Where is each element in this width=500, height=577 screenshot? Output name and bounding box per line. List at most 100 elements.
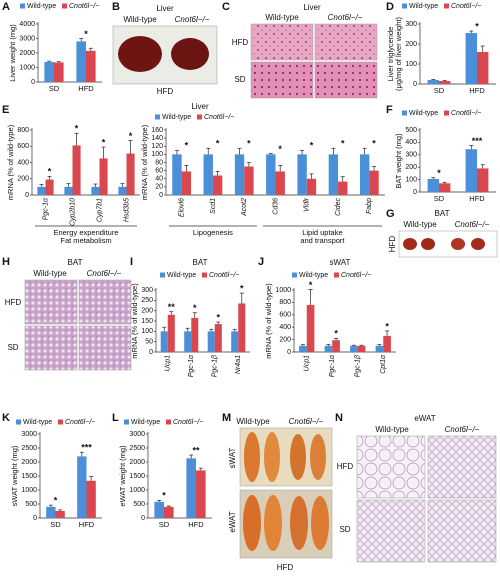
y-tick-label: 2500 bbox=[129, 445, 145, 452]
bar bbox=[99, 158, 108, 195]
legend-swatch bbox=[402, 110, 407, 116]
y-tick-label: 100 bbox=[141, 328, 153, 335]
panel-title: BAT bbox=[68, 258, 83, 267]
column-label: Cnot6l−/− bbox=[87, 269, 122, 278]
bar bbox=[164, 506, 174, 518]
tissue bbox=[171, 38, 209, 70]
legend-label: Wild-type bbox=[131, 419, 160, 426]
y-tick-label: 1000 bbox=[129, 487, 145, 494]
image bbox=[314, 61, 378, 99]
x-tick-label: Elovl6 bbox=[178, 198, 185, 217]
y-tick-label: 60 bbox=[155, 167, 163, 174]
row-label: HFD bbox=[232, 38, 249, 47]
bar bbox=[212, 175, 223, 195]
significance: * bbox=[240, 283, 244, 293]
group-label: Lipogenesis bbox=[193, 228, 233, 237]
y-tick-label: 200 bbox=[279, 336, 291, 343]
y-axis-label: mRNA (% of wild-type) bbox=[130, 283, 139, 359]
bar bbox=[427, 178, 439, 192]
y-tick-label: 20 bbox=[155, 184, 163, 191]
significance: * bbox=[217, 312, 221, 322]
bar bbox=[297, 154, 307, 195]
legend-swatch bbox=[444, 3, 449, 9]
image bbox=[24, 325, 78, 371]
x-tick-label: Fabp bbox=[366, 198, 373, 214]
x-tick-label: SD bbox=[434, 194, 445, 203]
row-label: SD bbox=[234, 75, 245, 84]
tissue bbox=[471, 238, 485, 250]
legend-label: Cnot6l−/− bbox=[204, 114, 234, 121]
y-tick-label: 3000 bbox=[19, 35, 35, 42]
chart-title: Liver bbox=[191, 102, 209, 111]
chart-title: BAT bbox=[193, 258, 208, 267]
panel-letter: M bbox=[222, 412, 231, 424]
bar bbox=[369, 170, 379, 195]
legend-label: Wild-type bbox=[299, 272, 328, 279]
legend-swatch bbox=[58, 419, 63, 425]
panel-letter: K bbox=[2, 412, 10, 424]
significance: * bbox=[75, 124, 79, 134]
tissue bbox=[243, 495, 261, 551]
bar bbox=[86, 480, 96, 518]
x-tick-label: SD bbox=[50, 520, 61, 529]
y-tick-label: 100 bbox=[405, 176, 417, 183]
y-tick-label: 1000 bbox=[21, 487, 37, 494]
x-tick-label: Hsd3b5 bbox=[123, 198, 130, 222]
bar bbox=[45, 179, 54, 195]
legend-label: Cnot6l−/− bbox=[65, 419, 95, 426]
legend-swatch bbox=[197, 114, 202, 120]
panel-letter: I bbox=[130, 256, 133, 268]
bar bbox=[359, 154, 370, 195]
legend-label: Cnot6l−/− bbox=[173, 419, 203, 426]
tissue bbox=[310, 434, 326, 480]
y-tick-label: 160 bbox=[151, 127, 163, 134]
tissue bbox=[264, 495, 282, 551]
bar bbox=[231, 331, 239, 352]
significance: * bbox=[437, 168, 441, 178]
image bbox=[427, 499, 497, 563]
bar bbox=[207, 331, 215, 352]
y-tick-label: 150 bbox=[141, 318, 153, 325]
y-tick-label: 500 bbox=[25, 501, 37, 508]
y-tick-label: 2000 bbox=[129, 459, 145, 466]
significance: * bbox=[278, 144, 282, 154]
column-label: Wild-type bbox=[265, 13, 299, 22]
legend-label: Cnot6l−/− bbox=[69, 3, 99, 10]
x-tick-label: Pgc-1α bbox=[42, 197, 49, 220]
image bbox=[250, 23, 314, 61]
x-tick-label: HFD bbox=[78, 84, 94, 93]
bar bbox=[77, 456, 87, 518]
y-tick-label: 1500 bbox=[129, 473, 145, 480]
panel-title: Liver bbox=[303, 3, 321, 12]
image bbox=[250, 61, 314, 99]
bar bbox=[234, 154, 245, 195]
bar bbox=[196, 470, 206, 518]
legend-label: Wild-type bbox=[409, 110, 438, 117]
y-tick-label: 600 bbox=[279, 312, 291, 319]
legend-label: Wild-type bbox=[409, 3, 438, 10]
y-tick-label: 200 bbox=[17, 176, 29, 183]
legend-label: Cnot6l−/− bbox=[451, 3, 481, 10]
legend-swatch bbox=[160, 272, 165, 278]
row-label: HFD bbox=[5, 298, 22, 307]
legend-label: Cnot6l−/− bbox=[451, 110, 481, 117]
y-axis-label: mRNA (% of wild-type) bbox=[6, 124, 15, 200]
significance: * bbox=[475, 21, 479, 31]
column-label: Wild-type bbox=[375, 425, 409, 434]
legend-swatch bbox=[20, 3, 25, 9]
legend-swatch bbox=[444, 110, 449, 116]
bar bbox=[54, 62, 64, 82]
x-tick-label: SD bbox=[159, 520, 170, 529]
group-label: Lipid uptake bbox=[302, 228, 342, 237]
significance: * bbox=[310, 141, 314, 151]
bar bbox=[160, 331, 168, 352]
bar bbox=[275, 171, 285, 195]
x-tick-label: HFD bbox=[469, 86, 485, 95]
bar bbox=[439, 183, 451, 192]
significance: * bbox=[309, 280, 313, 290]
bar bbox=[37, 186, 46, 195]
column-label: Wild-type bbox=[236, 417, 270, 426]
row-label: HFD bbox=[388, 236, 397, 253]
bar bbox=[465, 149, 477, 192]
y-tick-label: 250 bbox=[141, 297, 153, 304]
